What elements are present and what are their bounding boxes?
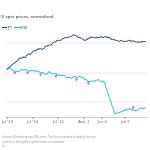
Legend: JPY, KRW: JPY, KRW	[1, 24, 29, 31]
Text: Sources: Bloomberg over EBS rates. The Yen is assumed to display the yen
currenc: Sources: Bloomberg over EBS rates. The Y…	[2, 135, 95, 148]
Text: FX spot prices, normalised: FX spot prices, normalised	[0, 15, 53, 19]
